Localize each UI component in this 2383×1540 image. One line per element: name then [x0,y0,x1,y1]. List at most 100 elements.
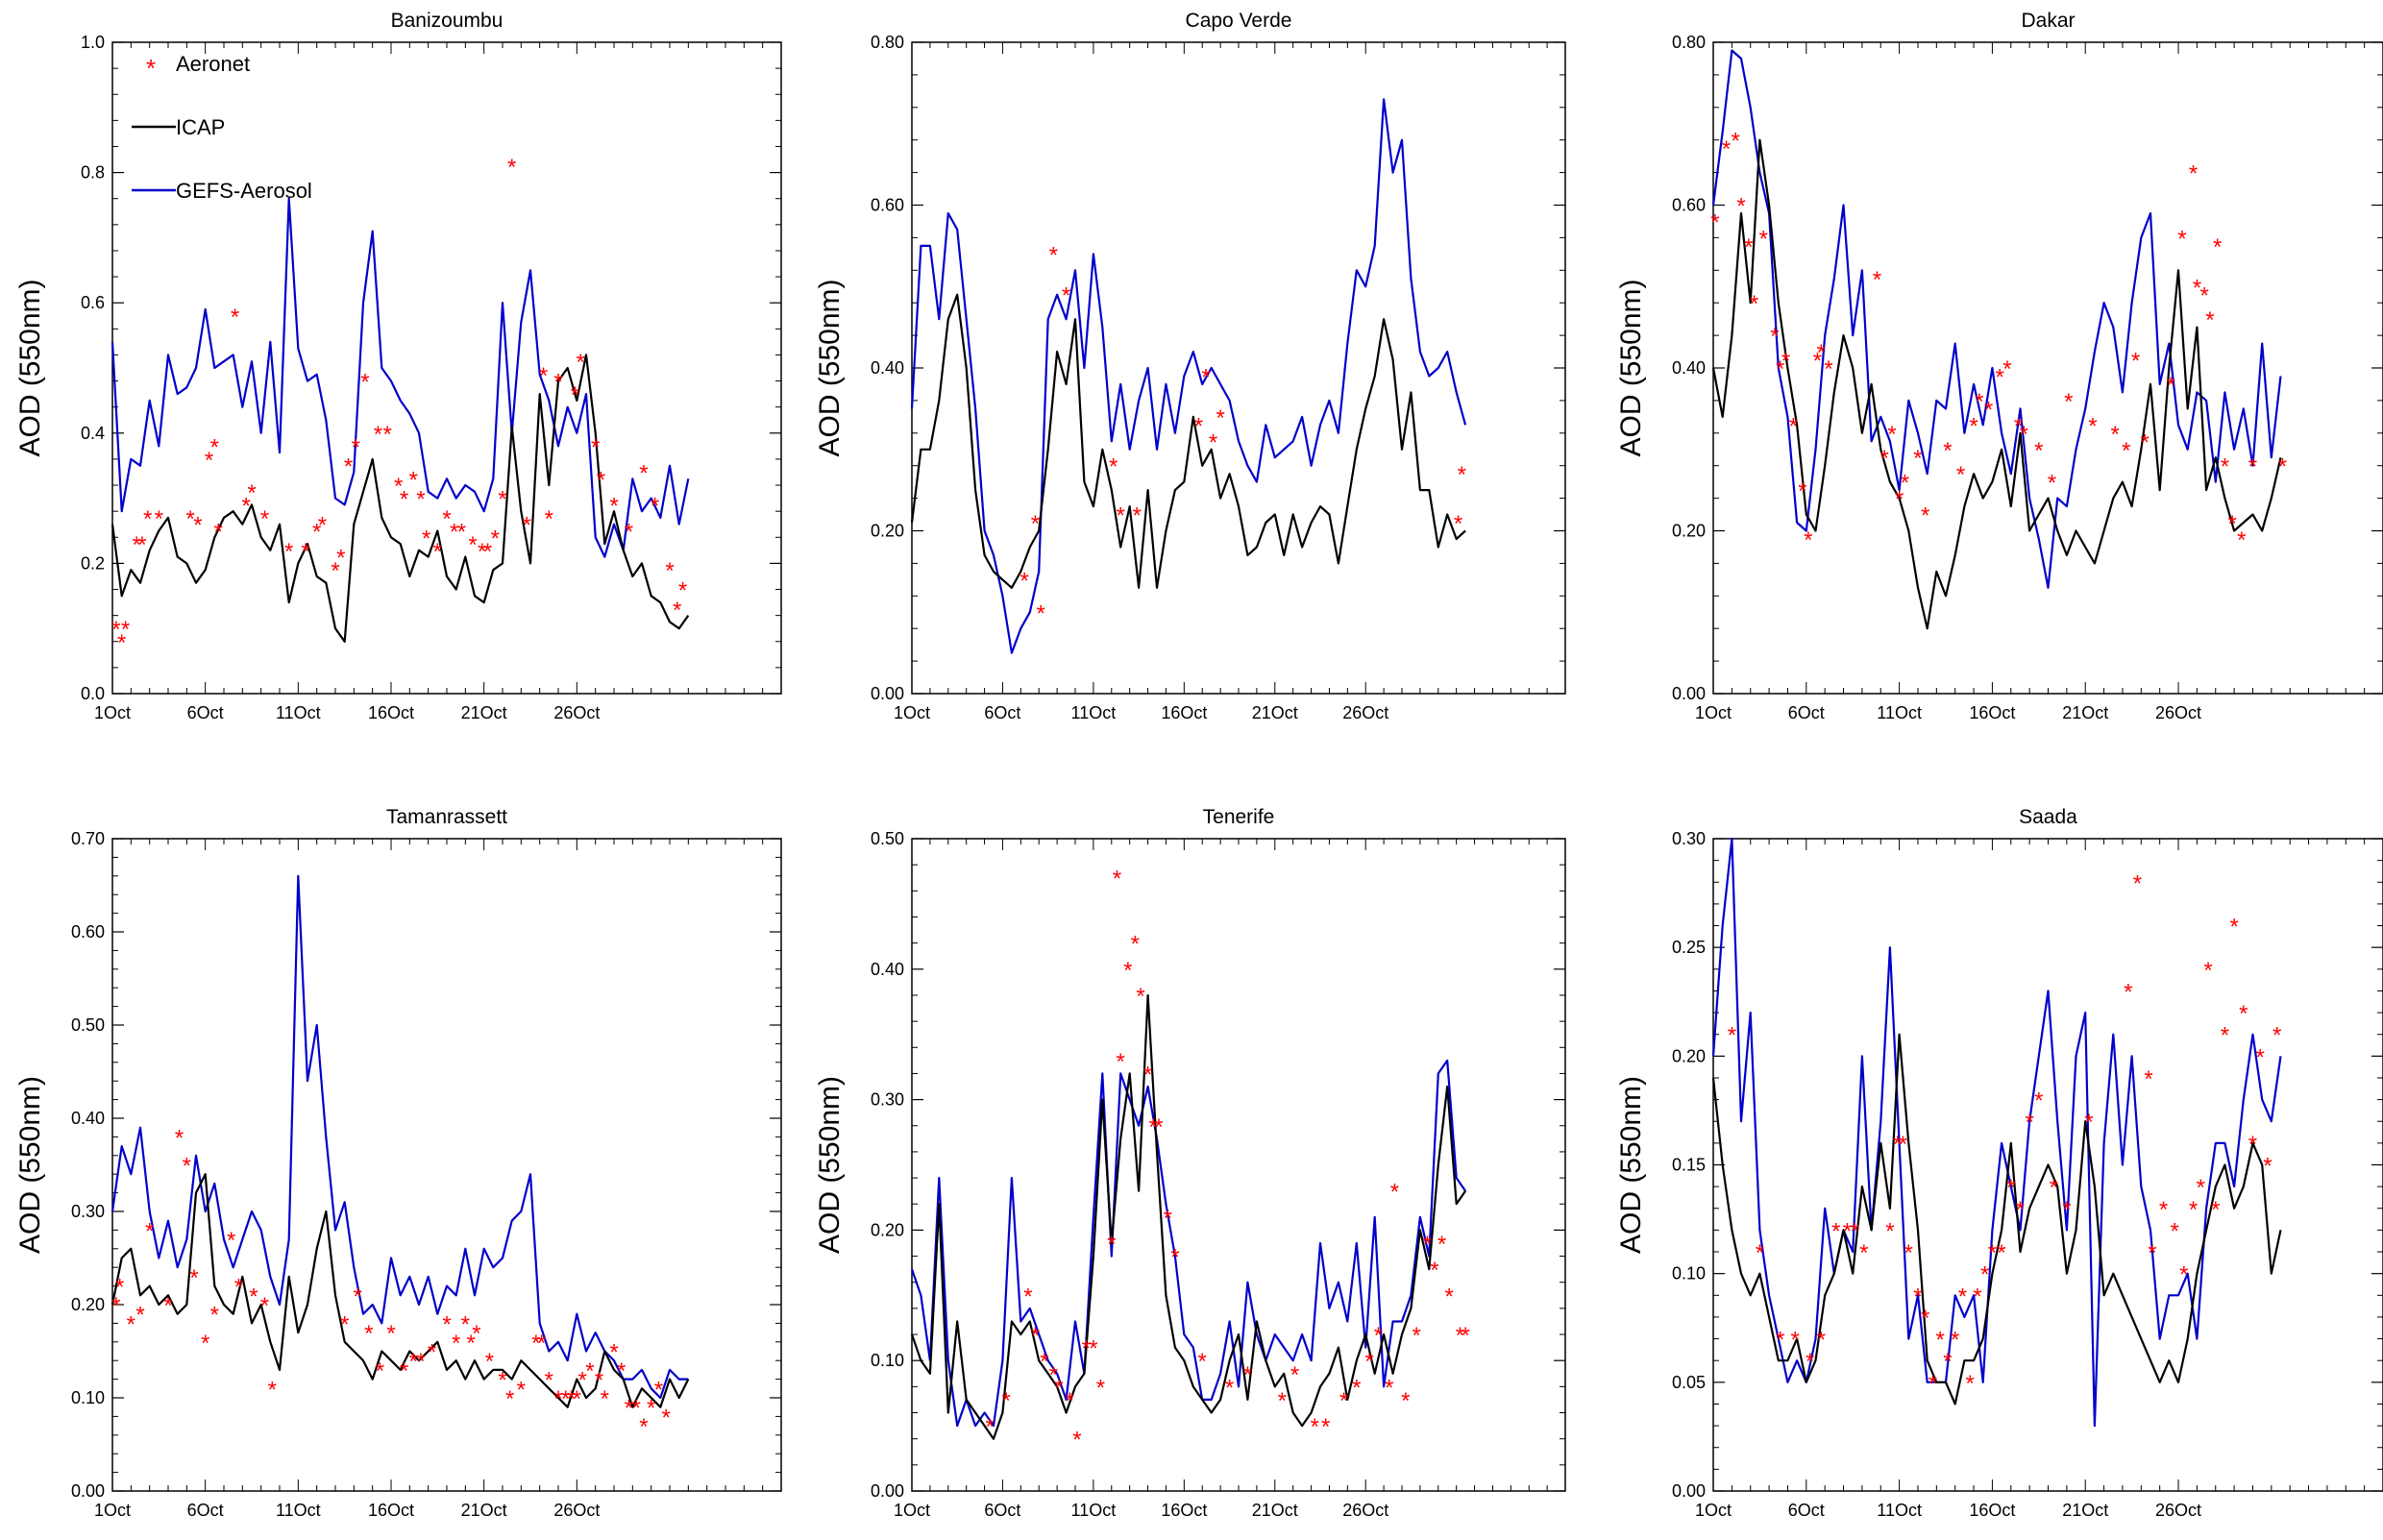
data-point: * [1456,1323,1464,1349]
data-point: * [468,532,477,558]
data-point: * [1109,454,1118,480]
data-point: * [205,448,213,474]
data-point: * [1290,1362,1299,1388]
data-point: * [1873,267,1881,293]
data-point: * [1201,364,1210,390]
x-tick-label: 21Oct [461,1501,507,1520]
data-point: * [352,434,360,460]
data-point: * [1921,1306,1929,1332]
data-point: * [1023,1283,1032,1309]
data-point: * [609,1340,618,1366]
data-point: * [127,1311,135,1337]
x-tick-label: 16Oct [1969,703,2015,722]
y-tick-label: 0.20 [871,522,904,541]
panel-saada: Saada AOD (550nm) 0.00 0.05 0.10 0.15 0.20 0.25… [1615,806,2383,1520]
y-tick-label: 0.10 [71,1388,105,1407]
data-point: * [1951,1328,1959,1354]
data-point: * [376,1358,384,1384]
data-point: * [1243,1362,1252,1388]
x-tick-label: 1Oct [94,1501,131,1520]
data-point: * [625,1396,633,1422]
data-point: * [1817,340,1826,366]
data-point: * [234,1275,243,1301]
data-point: * [1995,364,2003,390]
data-point: * [1216,405,1224,431]
data-point: * [2197,1175,2205,1201]
data-point: * [301,539,309,565]
data-point: * [1980,1262,1989,1288]
y-tick-label: 0.40 [1672,358,1706,378]
data-point: * [2034,1088,2043,1114]
data-point: * [483,539,492,565]
y-tick-label: 0.00 [871,684,904,703]
y-tick-label: 0.0 [81,684,105,703]
data-point: * [1461,1323,1469,1349]
data-point: * [2221,454,2229,480]
data-point: * [654,1377,663,1403]
data-point: * [400,1358,408,1384]
data-point: * [249,1283,258,1309]
data-point: * [1444,1283,1453,1309]
data-point: * [1958,1283,1967,1309]
data-point: * [457,520,466,546]
x-tick-label: 16Oct [1161,1501,1207,1520]
data-point: * [268,1377,277,1403]
legend-label-aeronet: Aeronet [176,52,250,76]
y-axis-label: AOD (550nm) [814,279,846,456]
data-point: * [601,1386,609,1412]
y-tick-label: 0.30 [71,1202,105,1221]
data-point: * [1049,1362,1058,1388]
data-point: * [1454,511,1462,537]
data-point: * [312,520,321,546]
data-point: * [121,617,130,643]
data-point: * [1390,1180,1399,1206]
y-tick-label: 0.2 [81,553,105,573]
data-point: * [2199,283,2208,309]
data-point: * [2237,527,2246,553]
panel-title: Capo Verde [1186,10,1292,32]
data-point: * [1458,462,1466,488]
data-point: * [2167,373,2175,399]
data-point: * [1311,1414,1319,1440]
data-point: * [400,487,408,513]
data-point: * [428,1340,436,1366]
data-point: * [1385,1375,1393,1401]
y-tick-label: 0.00 [871,1481,904,1501]
data-point: * [1988,1240,1997,1266]
y-tick-label: 0.6 [81,293,105,312]
data-point: * [135,1303,144,1329]
data-point: * [571,382,579,408]
data-point: * [163,1293,172,1319]
data-point: * [1893,1132,1902,1158]
data-point: * [2148,1240,2156,1266]
y-tick-label: 0.8 [81,163,105,183]
data-point: * [1225,1375,1234,1401]
data-point: * [1901,471,1909,497]
x-tick-label: 11Oct [1071,703,1117,722]
data-point: * [505,1386,514,1412]
data-point: * [1899,1132,1907,1158]
x-tick-label: 1Oct [1695,703,1732,722]
data-point: * [553,370,562,396]
y-tick-label: 1.0 [81,33,105,52]
data-point: * [531,1331,540,1357]
panel-title: Dakar [2021,10,2075,32]
data-point: * [573,1386,581,1412]
data-point: * [442,1311,451,1337]
data-point: * [189,1265,198,1291]
y-axis-label: AOD (550nm) [1615,1076,1647,1254]
series-gefs-aerosol-line [1711,837,2282,1428]
data-point: * [665,558,674,584]
data-point: * [2205,307,2214,333]
x-tick-label: 21Oct [1252,1501,1298,1520]
data-point: * [1002,1388,1011,1414]
x-tick-label: 6Oct [187,703,224,722]
data-point: * [1776,1328,1784,1354]
legend-label-icap: ICAP [176,115,225,139]
data-point: * [1997,1240,2005,1266]
data-point: * [1437,1232,1446,1258]
data-point: * [1066,1388,1074,1414]
y-axis-label: AOD (550nm) [1615,279,1647,456]
data-point: * [1806,1349,1814,1375]
